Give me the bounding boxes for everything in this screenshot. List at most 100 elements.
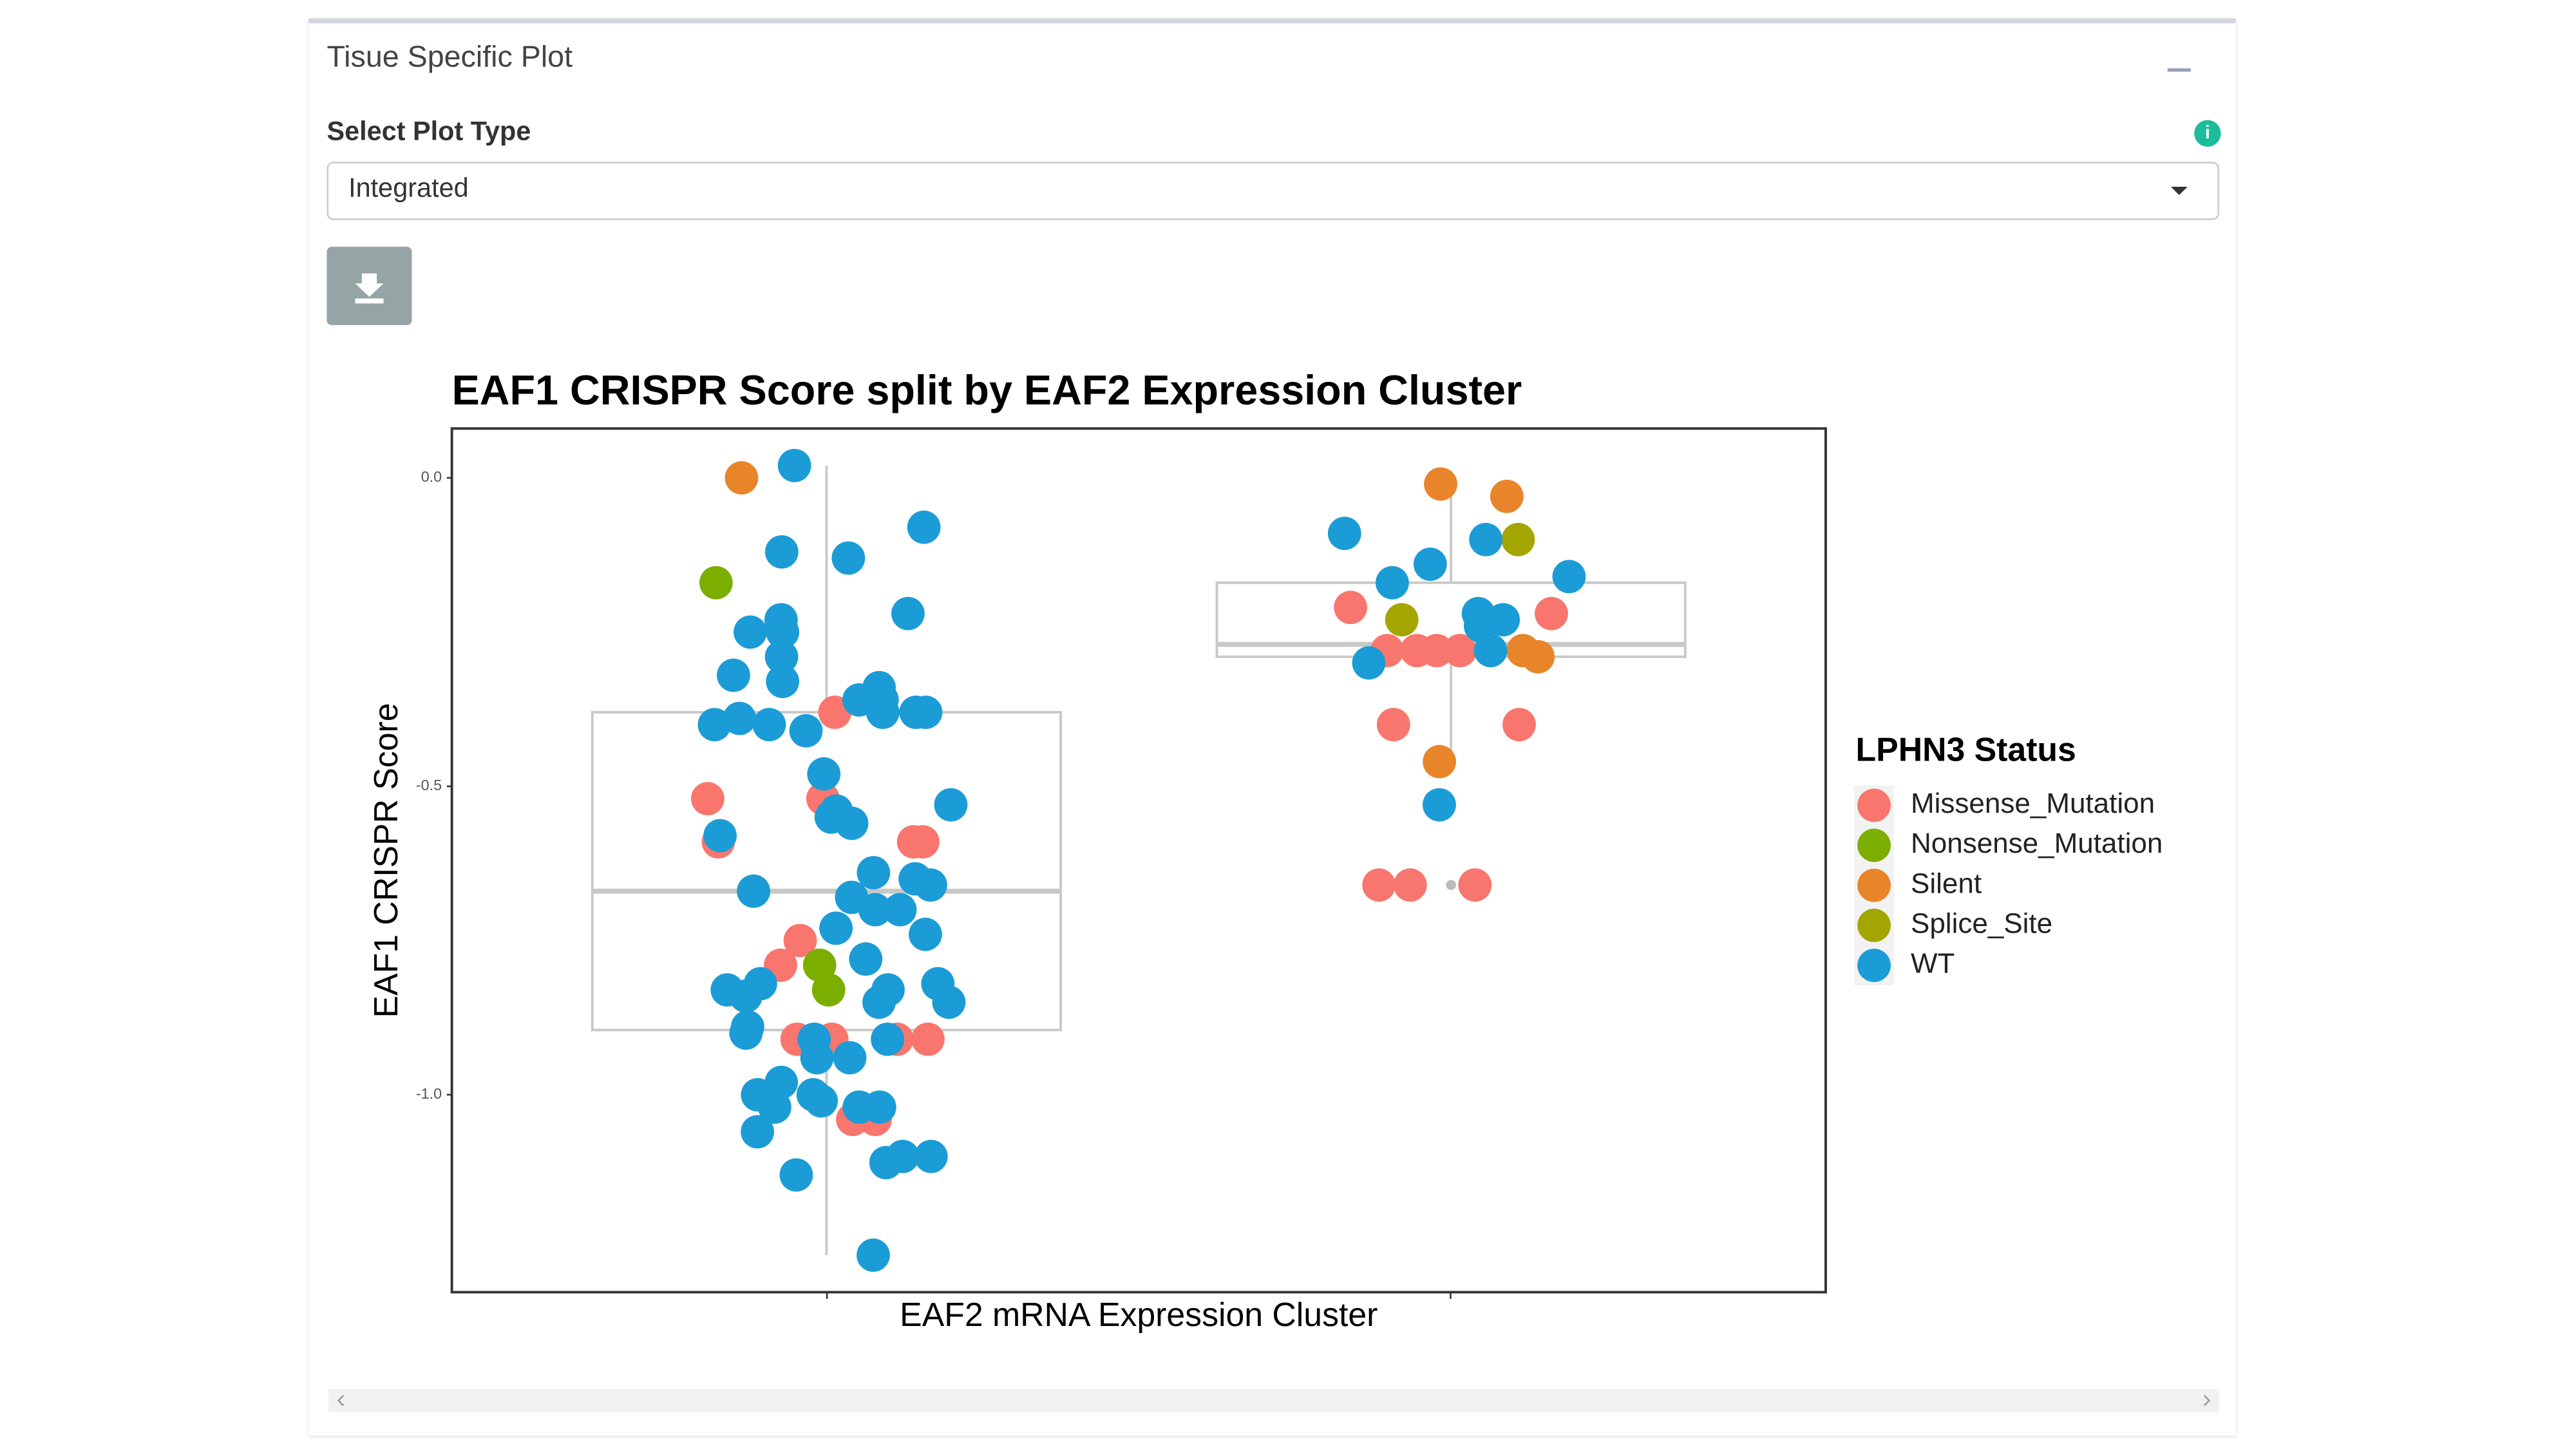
point <box>783 923 817 958</box>
point <box>807 757 841 791</box>
point <box>723 701 757 735</box>
point <box>914 1139 948 1173</box>
point <box>831 541 866 575</box>
point <box>1486 603 1520 637</box>
point <box>779 1158 813 1192</box>
point <box>766 665 800 699</box>
info-icon[interactable]: i <box>2194 120 2221 147</box>
point <box>1502 708 1536 742</box>
point <box>1393 868 1427 902</box>
y-tick-label: -1.0 <box>416 1085 442 1102</box>
point <box>1552 560 1586 594</box>
point <box>869 1146 903 1180</box>
point <box>734 615 767 649</box>
point <box>849 942 883 976</box>
point <box>862 985 896 1019</box>
legend-label: Silent <box>1911 867 1982 899</box>
point <box>1385 603 1419 637</box>
point <box>724 461 759 495</box>
collapse-button[interactable] <box>2167 68 2191 72</box>
point <box>1469 522 1503 556</box>
point <box>737 874 771 908</box>
point <box>819 794 853 828</box>
point <box>1376 708 1410 742</box>
point <box>777 448 811 482</box>
point <box>764 535 799 569</box>
point <box>1473 634 1508 668</box>
point <box>1490 479 1524 513</box>
point <box>1413 547 1447 582</box>
select-caret <box>2170 186 2188 195</box>
outlier <box>1446 880 1456 891</box>
download-button[interactable] <box>327 247 412 325</box>
point <box>741 1115 774 1149</box>
point <box>1334 591 1368 625</box>
point <box>907 510 941 544</box>
plot-border <box>450 427 1827 1294</box>
point <box>896 825 931 859</box>
legend-swatch <box>1857 868 1891 902</box>
point <box>811 973 846 1007</box>
point <box>1375 565 1409 600</box>
point <box>703 819 737 853</box>
panel <box>308 18 2236 1436</box>
point <box>717 658 750 692</box>
panel-title: Tisue Specific Plot <box>327 40 573 73</box>
point <box>932 985 966 1019</box>
point <box>819 911 853 945</box>
point <box>934 788 968 822</box>
y-axis-label: EAF1 CRISPR Score <box>367 703 404 1018</box>
point <box>789 714 823 748</box>
point <box>691 782 724 816</box>
legend-label: Nonsense_Mutation <box>1911 828 2163 859</box>
point <box>911 1022 945 1056</box>
point <box>862 1090 896 1124</box>
point <box>1521 639 1555 674</box>
point <box>833 1041 867 1075</box>
point <box>1362 868 1396 902</box>
point <box>1327 516 1361 551</box>
legend-swatch <box>1857 828 1891 862</box>
point <box>800 1041 834 1075</box>
point <box>752 708 786 742</box>
select-value: Integrated <box>348 175 469 204</box>
point <box>913 868 947 902</box>
download-icon <box>355 273 384 304</box>
point <box>1424 467 1457 501</box>
scroll-arrows <box>337 1395 2211 1406</box>
point <box>857 856 891 889</box>
point <box>1501 522 1535 556</box>
point <box>697 708 732 742</box>
point <box>858 893 892 927</box>
legend-title: LPHN3 Status <box>1856 730 2076 768</box>
y-tick-label: 0.0 <box>421 468 442 485</box>
point <box>909 917 942 951</box>
legend-swatch <box>1857 788 1891 822</box>
legend-label: Missense_Mutation <box>1911 788 2155 819</box>
point <box>764 639 799 674</box>
point <box>899 696 933 729</box>
point <box>1352 646 1386 680</box>
point <box>766 615 800 649</box>
point <box>891 596 925 630</box>
point <box>871 1022 904 1056</box>
point <box>1458 868 1492 902</box>
point <box>710 973 744 1007</box>
plot-type-select[interactable]: Integrated <box>327 162 2219 220</box>
point <box>883 893 917 927</box>
point <box>796 1078 830 1112</box>
select-label: Select Plot Type <box>327 118 531 147</box>
horizontal-scrollbar[interactable] <box>328 1388 2219 1412</box>
point <box>842 683 876 717</box>
point <box>1423 744 1457 779</box>
point <box>699 565 733 600</box>
point <box>1443 634 1477 668</box>
y-tick-label: -0.5 <box>416 777 442 793</box>
point <box>1535 596 1568 630</box>
point <box>758 1090 791 1124</box>
legend-swatch <box>1857 949 1891 982</box>
point <box>1420 634 1454 668</box>
